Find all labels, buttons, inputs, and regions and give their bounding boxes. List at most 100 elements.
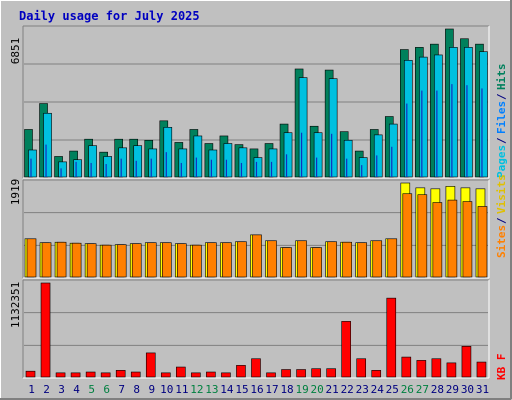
kbf-bar-26: [401, 356, 412, 378]
x-tick-label-31: 31: [476, 383, 489, 396]
bottom-ymax-label: 1132351: [9, 282, 22, 328]
kbf-bar-28: [431, 358, 442, 378]
kbf-bar-13: [206, 371, 216, 378]
pages-bar-6: [103, 156, 112, 178]
pages-bar-16: [253, 157, 263, 178]
kbf-bar-10: [160, 372, 171, 378]
kbf-bar-24: [371, 370, 382, 378]
sites-bar-18: [282, 247, 292, 278]
legend-sep-3: /: [495, 217, 508, 224]
kbf-bar-21: [326, 368, 336, 378]
pages-bar-8: [133, 145, 143, 178]
sites-bar-10: [161, 242, 172, 278]
kbf-bar-22: [341, 321, 351, 378]
sites-bar-31: [477, 206, 488, 278]
x-tick-label-1: 1: [28, 383, 35, 396]
pages-bar-24: [373, 134, 383, 178]
top-ymax-label: 6851: [9, 38, 22, 65]
sites-bar-7: [116, 244, 127, 278]
sites-bar-14: [222, 242, 232, 278]
sites-bar-29: [447, 199, 458, 278]
x-tick-label-22: 22: [341, 383, 354, 396]
x-tick-label-21: 21: [326, 383, 339, 396]
pages-bar-23: [358, 157, 368, 178]
pages-bar-11: [178, 148, 188, 178]
x-tick-label-15: 15: [235, 383, 248, 396]
pages-bar-2: [43, 112, 52, 178]
sites-bar-26: [402, 193, 413, 278]
legend-sites: Sites: [495, 225, 508, 258]
sites-bar-23: [357, 242, 368, 278]
x-tick-label-7: 7: [118, 383, 125, 396]
x-tick-label-12: 12: [190, 383, 203, 396]
kbf-bar-7: [115, 370, 126, 378]
sites-bar-4: [71, 242, 82, 278]
sites-bar-22: [342, 241, 352, 278]
sites-bar-16: [252, 234, 262, 278]
x-tick-label-5: 5: [88, 383, 95, 396]
pages-bar-28: [434, 54, 443, 178]
sites-bar-13: [207, 242, 217, 278]
sites-bar-15: [237, 241, 247, 278]
x-tick-label-20: 20: [311, 383, 324, 396]
sites-bar-17: [267, 240, 277, 278]
x-tick-label-6: 6: [103, 383, 110, 396]
kbf-bar-4: [70, 372, 81, 378]
sites-bar-21: [327, 241, 337, 278]
x-tick-label-25: 25: [386, 383, 399, 396]
legend-sep-1: /: [495, 137, 508, 144]
sites-bar-8: [131, 243, 142, 278]
x-tick-label-27: 27: [416, 383, 429, 396]
legend-visits: Visits: [495, 174, 508, 214]
x-tick-label-2: 2: [43, 383, 50, 396]
sites-bar-27: [417, 194, 428, 278]
pages-bar-4: [73, 159, 82, 178]
kbf-bar-29: [446, 362, 457, 378]
x-tick-label-30: 30: [461, 383, 474, 396]
x-tick-label-16: 16: [250, 383, 263, 396]
sites-bar-2: [41, 242, 52, 278]
kbf-bar-17: [266, 372, 276, 378]
x-tick-label-26: 26: [401, 383, 414, 396]
sites-bar-5: [86, 243, 97, 278]
kbf-bar-25: [386, 297, 397, 378]
x-tick-label-4: 4: [73, 383, 80, 396]
kbf-bar-19: [296, 369, 306, 378]
x-tick-label-11: 11: [175, 383, 188, 396]
sites-bar-20: [312, 247, 322, 278]
pages-bar-30: [464, 47, 473, 178]
legend-kbf: KB F: [495, 354, 508, 381]
sites-bar-30: [462, 201, 473, 278]
x-tick-label-29: 29: [446, 383, 459, 396]
legend-hits: Hits: [495, 64, 508, 91]
kbf-bar-11: [176, 366, 186, 378]
pages-bar-14: [223, 143, 233, 178]
kbf-bar-27: [416, 360, 427, 378]
legend-files: Files: [495, 101, 508, 134]
pages-bar-27: [419, 56, 428, 178]
kbf-bar-23: [356, 358, 367, 378]
kbf-bar-14: [221, 372, 231, 378]
pages-bar-9: [148, 148, 158, 178]
kbf-bar-31: [476, 361, 487, 378]
pages-bar-10: [163, 127, 173, 178]
x-tick-label-24: 24: [371, 383, 385, 396]
x-tick-label-10: 10: [160, 383, 173, 396]
pages-bar-21: [328, 78, 338, 178]
pages-bar-18: [283, 132, 293, 178]
pages-bar-17: [268, 148, 278, 178]
sites-bar-24: [372, 240, 383, 278]
pages-bar-5: [88, 145, 97, 178]
x-tick-label-14: 14: [220, 383, 234, 396]
sites-bar-9: [146, 242, 157, 278]
x-tick-label-3: 3: [58, 383, 65, 396]
kbf-bar-12: [191, 372, 201, 378]
x-tick-label-13: 13: [205, 383, 218, 396]
pages-bar-1: [28, 149, 37, 178]
pages-bar-15: [238, 147, 248, 178]
pages-bar-19: [298, 77, 308, 178]
kbf-bar-15: [236, 365, 246, 378]
pages-bar-25: [388, 123, 398, 178]
pages-bar-26: [404, 60, 413, 178]
